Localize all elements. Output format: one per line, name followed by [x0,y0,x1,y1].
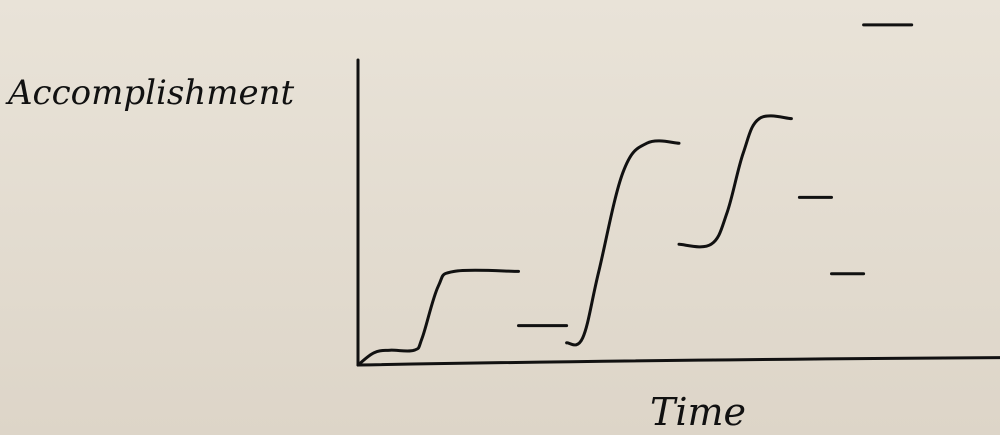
x-axis-label: Time [650,390,746,434]
series-line-4 [677,114,793,249]
series-line-1 [356,268,520,367]
series-line-3 [565,139,681,347]
y-axis-label: Accomplishment [5,73,294,113]
series-layer [356,23,914,367]
x-axis-line [356,356,1000,367]
